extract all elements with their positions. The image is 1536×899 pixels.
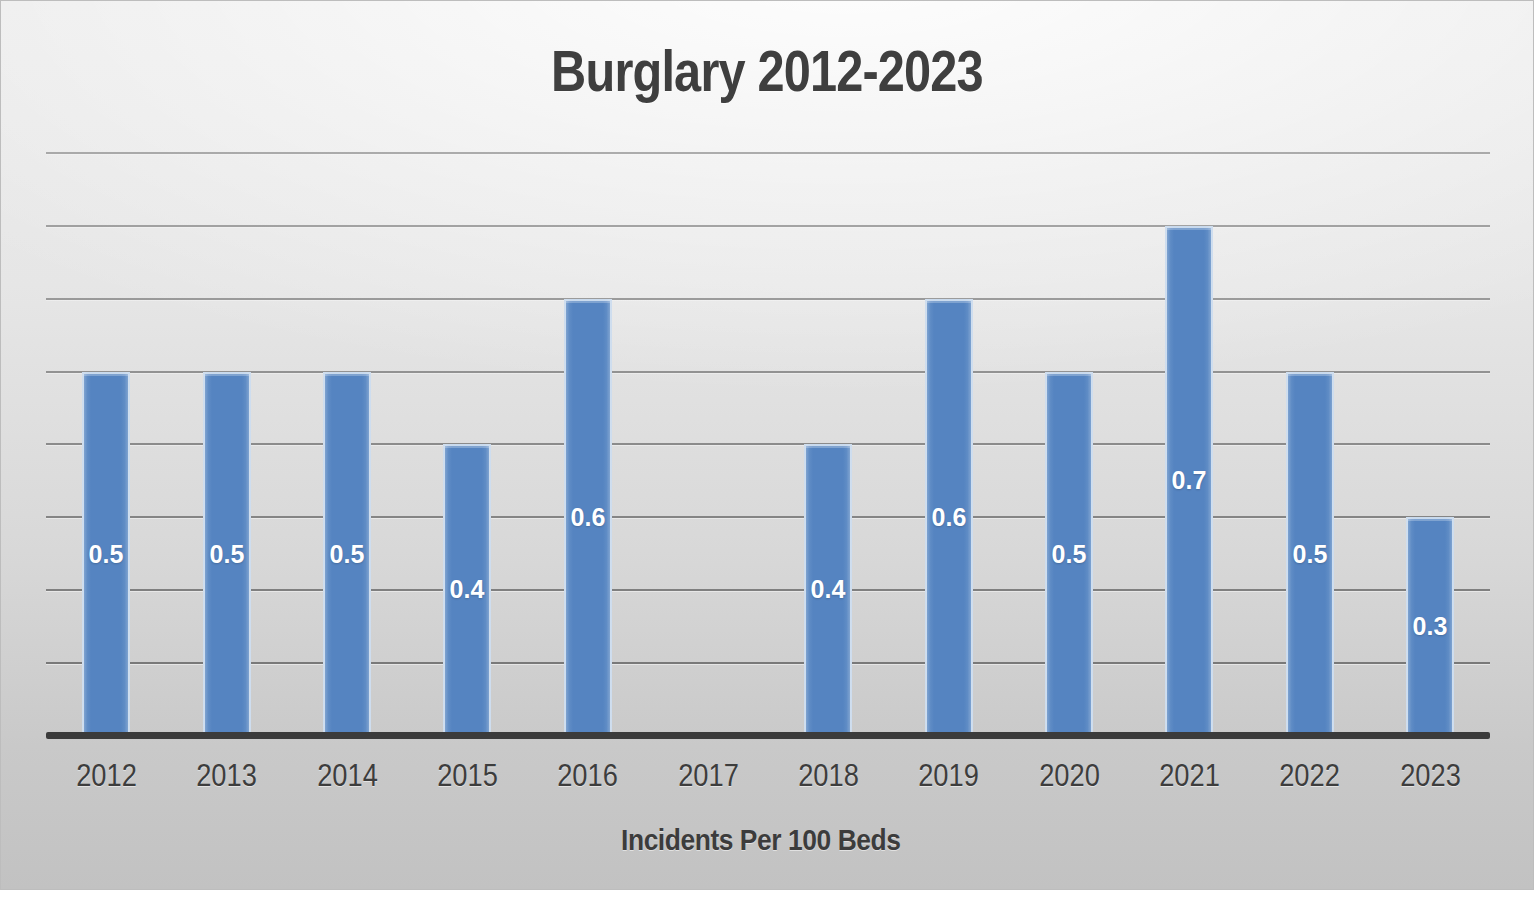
x-tick-text: 2014 — [317, 756, 378, 796]
x-tick-text: 2020 — [1039, 756, 1100, 796]
x-tick-text: 2013 — [196, 756, 257, 796]
bar-value-label-2016: 0.6 — [560, 502, 616, 531]
gridline-0.1 — [46, 662, 1490, 664]
x-tick-text: 2021 — [1159, 756, 1220, 796]
x-tick-text: 2012 — [76, 756, 137, 796]
bar-2022: 0.5 — [1286, 372, 1334, 737]
bar-2012: 0.5 — [82, 372, 130, 737]
bar-2015: 0.4 — [443, 444, 491, 736]
bar-value-label-2013: 0.5 — [199, 539, 255, 568]
gridline-0.3 — [46, 516, 1490, 518]
bar-2016: 0.6 — [564, 299, 612, 736]
x-tick-2018: 2018 — [768, 756, 888, 796]
gridline-0.5 — [46, 371, 1490, 373]
x-tick-text: 2017 — [678, 756, 739, 796]
bar-value-label-2022: 0.5 — [1282, 539, 1338, 568]
bar-2013: 0.5 — [203, 372, 251, 737]
bar-value-label-2012: 0.5 — [78, 539, 134, 568]
x-tick-2021: 2021 — [1129, 756, 1249, 796]
chart-title-text: Burglary 2012-2023 — [551, 37, 983, 104]
bar-2014: 0.5 — [323, 372, 371, 737]
bar-value-label-2018: 0.4 — [800, 575, 856, 604]
gridline-0.7 — [46, 225, 1490, 227]
x-tick-2020: 2020 — [1009, 756, 1129, 796]
bar-value-label-2014: 0.5 — [319, 539, 375, 568]
bar-2020: 0.5 — [1045, 372, 1093, 737]
x-tick-2012: 2012 — [46, 756, 166, 796]
x-tick-2013: 2013 — [166, 756, 286, 796]
x-tick-text: 2018 — [798, 756, 859, 796]
x-tick-2023: 2023 — [1370, 756, 1490, 796]
x-tick-text: 2023 — [1400, 756, 1461, 796]
x-tick-2022: 2022 — [1249, 756, 1369, 796]
x-tick-2015: 2015 — [407, 756, 527, 796]
bar-2023: 0.3 — [1406, 517, 1454, 736]
x-tick-text: 2019 — [918, 756, 979, 796]
bar-2019: 0.6 — [925, 299, 973, 736]
x-axis-line — [46, 732, 1490, 739]
chart-panel: Burglary 2012-2023 0.50.50.50.40.60.40.6… — [0, 0, 1534, 890]
x-axis-title: Incidents Per 100 Beds — [1, 823, 1521, 857]
bar-value-label-2019: 0.6 — [921, 502, 977, 531]
gridline-0.2 — [46, 589, 1490, 591]
bar-value-label-2023: 0.3 — [1402, 611, 1458, 640]
x-tick-2014: 2014 — [287, 756, 407, 796]
gridline-0.8 — [46, 152, 1490, 154]
bar-2021: 0.7 — [1165, 226, 1213, 736]
gridline-0.6 — [46, 298, 1490, 300]
bar-value-label-2021: 0.7 — [1161, 466, 1217, 495]
x-tick-2017: 2017 — [648, 756, 768, 796]
x-axis-title-text: Incidents Per 100 Beds — [621, 823, 900, 857]
x-tick-2019: 2019 — [888, 756, 1008, 796]
x-tick-2016: 2016 — [527, 756, 647, 796]
x-tick-text: 2015 — [437, 756, 498, 796]
bar-2018: 0.4 — [804, 444, 852, 736]
bar-value-label-2020: 0.5 — [1041, 539, 1097, 568]
bar-value-label-2015: 0.4 — [439, 575, 495, 604]
gridline-0.4 — [46, 443, 1490, 445]
chart-title: Burglary 2012-2023 — [1, 37, 1533, 104]
x-tick-text: 2016 — [557, 756, 618, 796]
x-tick-text: 2022 — [1279, 756, 1340, 796]
